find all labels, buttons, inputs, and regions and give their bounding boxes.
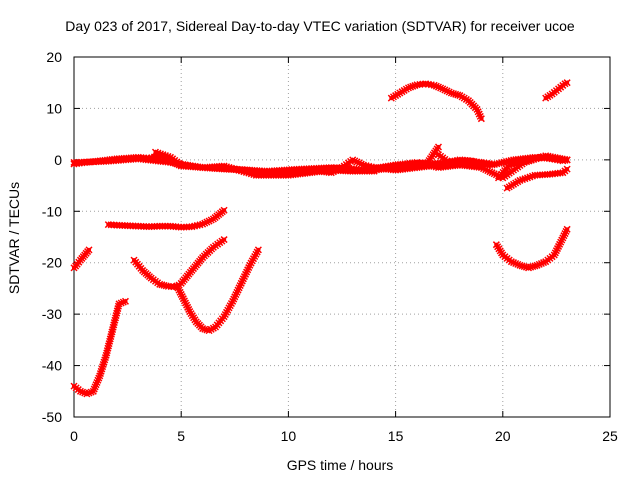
data-point bbox=[129, 222, 137, 230]
series-arc-12 bbox=[104, 206, 228, 231]
x-axis-label: GPS time / hours bbox=[286, 457, 394, 473]
data-point bbox=[563, 156, 571, 164]
data-point bbox=[254, 246, 262, 254]
data-point bbox=[158, 222, 166, 230]
data-series bbox=[70, 79, 571, 398]
data-point bbox=[407, 83, 415, 91]
data-point bbox=[124, 222, 132, 230]
data-point bbox=[161, 222, 169, 230]
data-point bbox=[183, 223, 191, 231]
data-point bbox=[561, 156, 569, 164]
data-point bbox=[116, 221, 124, 229]
data-point bbox=[145, 223, 153, 231]
data-point bbox=[134, 222, 142, 230]
data-point bbox=[177, 223, 185, 231]
data-point bbox=[132, 222, 140, 230]
data-point bbox=[409, 82, 417, 90]
series-arc-08 bbox=[494, 153, 571, 182]
y-tick-label: 20 bbox=[46, 49, 62, 65]
data-point bbox=[563, 165, 571, 173]
y-tick-label: -10 bbox=[42, 203, 62, 219]
series-arc-14 bbox=[70, 297, 129, 398]
series-arc-16 bbox=[173, 246, 262, 335]
series-arc-17 bbox=[492, 225, 571, 272]
data-point bbox=[153, 222, 161, 230]
y-tick-label: -20 bbox=[42, 255, 62, 271]
y-tick-label: 10 bbox=[46, 100, 62, 116]
data-point bbox=[113, 221, 121, 229]
series-trail bbox=[132, 237, 227, 289]
data-point bbox=[156, 222, 164, 230]
series-arc-10 bbox=[387, 80, 485, 123]
data-point bbox=[531, 262, 539, 270]
axis-ticks: 0 5 10 15 20 25 -50 -40 -30 -20 -10 0 10 20 bbox=[42, 49, 618, 444]
data-point bbox=[150, 222, 158, 230]
data-point bbox=[174, 223, 183, 231]
data-point bbox=[185, 223, 193, 231]
data-point bbox=[220, 206, 228, 214]
data-point bbox=[404, 84, 412, 92]
data-point bbox=[477, 115, 485, 123]
x-tick-label: 5 bbox=[177, 428, 185, 444]
data-point bbox=[164, 222, 172, 230]
data-point bbox=[85, 246, 93, 254]
data-point bbox=[126, 222, 134, 230]
x-tick-label: 10 bbox=[281, 428, 297, 444]
data-point bbox=[121, 222, 129, 230]
series-arc-09 bbox=[503, 165, 571, 192]
series-arc-15 bbox=[130, 236, 228, 291]
x-tick-label: 20 bbox=[495, 428, 511, 444]
chart-title: Day 023 of 2017, Sidereal Day-to-day VTE… bbox=[65, 18, 575, 34]
data-point bbox=[199, 325, 207, 333]
data-point bbox=[220, 236, 228, 244]
data-point bbox=[121, 297, 129, 305]
plot-frame bbox=[73, 56, 611, 418]
data-point bbox=[563, 79, 571, 87]
data-point bbox=[140, 222, 148, 230]
data-point bbox=[411, 82, 419, 90]
data-point bbox=[148, 223, 156, 231]
data-point bbox=[556, 169, 564, 177]
data-point bbox=[201, 325, 209, 333]
data-point bbox=[180, 223, 188, 231]
x-tick-label: 0 bbox=[70, 428, 78, 444]
data-point bbox=[454, 91, 462, 99]
data-point bbox=[488, 160, 496, 168]
data-point bbox=[434, 143, 443, 151]
y-tick-label: -30 bbox=[42, 306, 62, 322]
grid-lines bbox=[74, 57, 610, 417]
data-point bbox=[142, 223, 150, 231]
y-tick-label: -50 bbox=[42, 409, 62, 425]
x-tick-label: 25 bbox=[602, 428, 618, 444]
x-tick-label: 15 bbox=[388, 428, 404, 444]
y-axis-label: SDTVAR / TECUs bbox=[6, 181, 22, 295]
data-point bbox=[464, 157, 472, 165]
y-tick-label: 0 bbox=[54, 152, 62, 168]
series-arc-07 bbox=[434, 151, 485, 168]
data-point bbox=[477, 160, 485, 168]
y-tick-label: -40 bbox=[42, 358, 62, 374]
data-point bbox=[563, 225, 571, 233]
data-point bbox=[118, 221, 126, 229]
data-point bbox=[137, 222, 145, 230]
series-arc-13 bbox=[70, 246, 93, 272]
series-arc-11 bbox=[542, 79, 571, 102]
